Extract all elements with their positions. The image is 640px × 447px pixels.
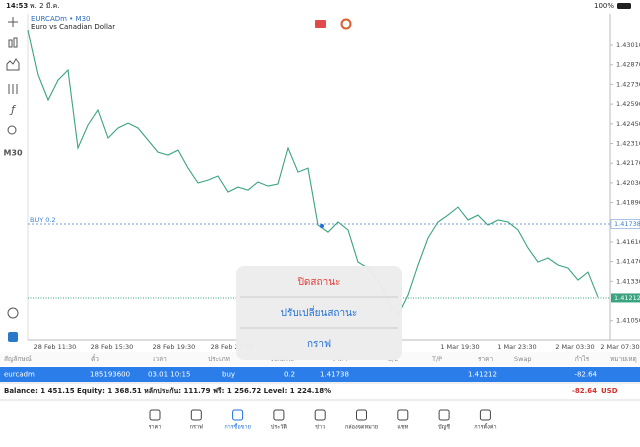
indicators-icon[interactable]: [6, 58, 20, 71]
zoom-icon[interactable]: [7, 307, 19, 319]
timeframe-button[interactable]: M30: [3, 149, 23, 158]
tab-label[interactable]: การซื้อขาย: [224, 423, 250, 431]
popup-bg: [236, 266, 402, 360]
x-tick-label: 1 Mar 23:30: [497, 343, 536, 351]
column-header: ประเภท: [208, 355, 230, 363]
selected-row-bg[interactable]: [0, 367, 640, 382]
candles-icon[interactable]: [8, 39, 13, 48]
x-tick-label: 28 Feb 23:30: [211, 343, 254, 351]
buy-tag: 1.41738: [614, 220, 640, 228]
tab-label[interactable]: ราคา: [149, 425, 162, 431]
status-time: 14:53: [6, 2, 28, 10]
x-tick-label: 2 Mar 07:30: [600, 343, 639, 351]
buy-tag-bg: [610, 219, 640, 229]
column-header: T/P: [431, 355, 442, 363]
tab-label[interactable]: กราฟ: [190, 424, 203, 431]
account-summary: Balance: 1 451.15 Equity: 1 368.51 หลักป…: [4, 387, 331, 395]
cell: -82.64: [574, 371, 597, 379]
y-tick-label: 1.42030: [616, 179, 640, 187]
function-icon[interactable]: ƒ: [9, 103, 17, 116]
y-tick-label: 1.41330: [616, 277, 640, 285]
column-header: ราคา: [478, 355, 493, 363]
battery-icon: [617, 3, 631, 9]
y-tick-label: 1.42170: [616, 159, 640, 167]
tab-icon[interactable]: [356, 409, 367, 421]
tab-icon[interactable]: [232, 409, 244, 421]
x-tick-label: 28 Feb 15:30: [91, 343, 134, 351]
price-tag: 1.41212: [614, 294, 640, 302]
y-tick-label: 1.41610: [616, 238, 640, 246]
tab-icon[interactable]: [314, 409, 326, 421]
x-tick-label: 28 Feb 11:30: [34, 343, 77, 351]
y-tick-label: 1.41470: [616, 258, 640, 266]
tab-bar: ราคา กราฟ การซื้อขาย ประวัติ ข่าว กล่องจดหมาย…: [149, 409, 497, 431]
y-tick-label: 1.41050: [616, 317, 640, 325]
tab-icon[interactable]: [273, 409, 285, 421]
buy-label: BUY 0.2: [30, 216, 56, 224]
total-profit: -82.64: [572, 387, 597, 395]
x-tick-label: 2 Mar 03:30: [555, 343, 594, 351]
column-header: Swap: [514, 355, 532, 363]
tab-label[interactable]: แชท: [397, 424, 408, 431]
currency: USD: [601, 387, 618, 395]
tab-label[interactable]: ประวัติ: [271, 424, 287, 431]
symbol-description: Euro vs Canadian Dollar: [31, 23, 115, 31]
modify-position[interactable]: ปรับเปลี่ยนสถานะ: [281, 305, 358, 319]
status-battery: 100%: [594, 2, 614, 10]
signal-icon[interactable]: [340, 18, 352, 30]
oneclick-icon[interactable]: [315, 20, 326, 28]
x-tick-label: 28 Feb 19:30: [153, 343, 196, 351]
crosshair-icon[interactable]: [8, 17, 18, 27]
column-header: สัญลักษณ์: [4, 355, 32, 363]
y-tick-label: 1.43010: [616, 41, 640, 49]
tab-label[interactable]: กล่องจดหมาย: [345, 425, 378, 431]
column-header: กำไร: [575, 355, 590, 363]
y-tick-label: 1.42870: [616, 61, 640, 69]
cell: 185193600: [90, 371, 130, 379]
y-tick-label: 1.42730: [616, 80, 640, 88]
settings-icon[interactable]: [8, 84, 18, 94]
y-tick-label: 1.42310: [616, 140, 640, 148]
column-header: เวลา: [153, 355, 167, 363]
cell: 1.41738: [320, 371, 349, 379]
cell: 03.01 10:15: [148, 371, 190, 379]
tab-label[interactable]: บัญชี: [438, 424, 450, 431]
toolbar[interactable]: ƒ M30: [3, 17, 23, 342]
y-tick-label: 1.42590: [616, 100, 640, 108]
tab-label[interactable]: การตั้งค่า: [474, 423, 496, 431]
status-date: พ. 2 มี.ค.: [30, 2, 60, 10]
cell: 1.41212: [468, 371, 497, 379]
price-tag-bg: [611, 293, 640, 303]
symbol-name[interactable]: EURCADm • M30: [31, 15, 90, 23]
x-tick-label: 1 Mar 19:30: [440, 343, 479, 351]
tab-icon[interactable]: [438, 409, 450, 421]
tab-icon[interactable]: [190, 409, 202, 421]
price-line-series: [27, 29, 599, 317]
trade-icon[interactable]: [8, 332, 18, 342]
candles-icon-2: [13, 37, 18, 48]
cell: 0.2: [284, 371, 295, 379]
tab-label[interactable]: ข่าว: [315, 425, 325, 431]
cell: buy: [222, 371, 235, 379]
tab-icon[interactable]: [397, 409, 409, 421]
tab-icon[interactable]: [149, 409, 161, 421]
tab-icon[interactable]: [479, 409, 491, 421]
open-chart[interactable]: กราฟ: [307, 339, 331, 350]
action-popup: ปิดสถานะ ปรับเปลี่ยนสถานะ กราฟ: [236, 266, 402, 360]
cell: eurcadm: [4, 371, 35, 379]
close-position[interactable]: ปิดสถานะ: [297, 277, 340, 288]
positions-table: สัญลักษณ์ตั๋วเวลาประเภทVolumeราคาS/LT/Pร…: [4, 354, 637, 379]
y-tick-label: 1.42450: [616, 120, 640, 128]
column-header: หมายเหตุ: [610, 355, 637, 363]
objects-icon[interactable]: [7, 125, 17, 135]
entry-marker: [320, 223, 324, 228]
chart-area: 1.43010 1.42870 1.42730 1.42590 1.42450 1.423…: [27, 29, 640, 351]
column-header: ตั๋ว: [91, 354, 99, 363]
y-tick-label: 1.41890: [616, 199, 640, 207]
